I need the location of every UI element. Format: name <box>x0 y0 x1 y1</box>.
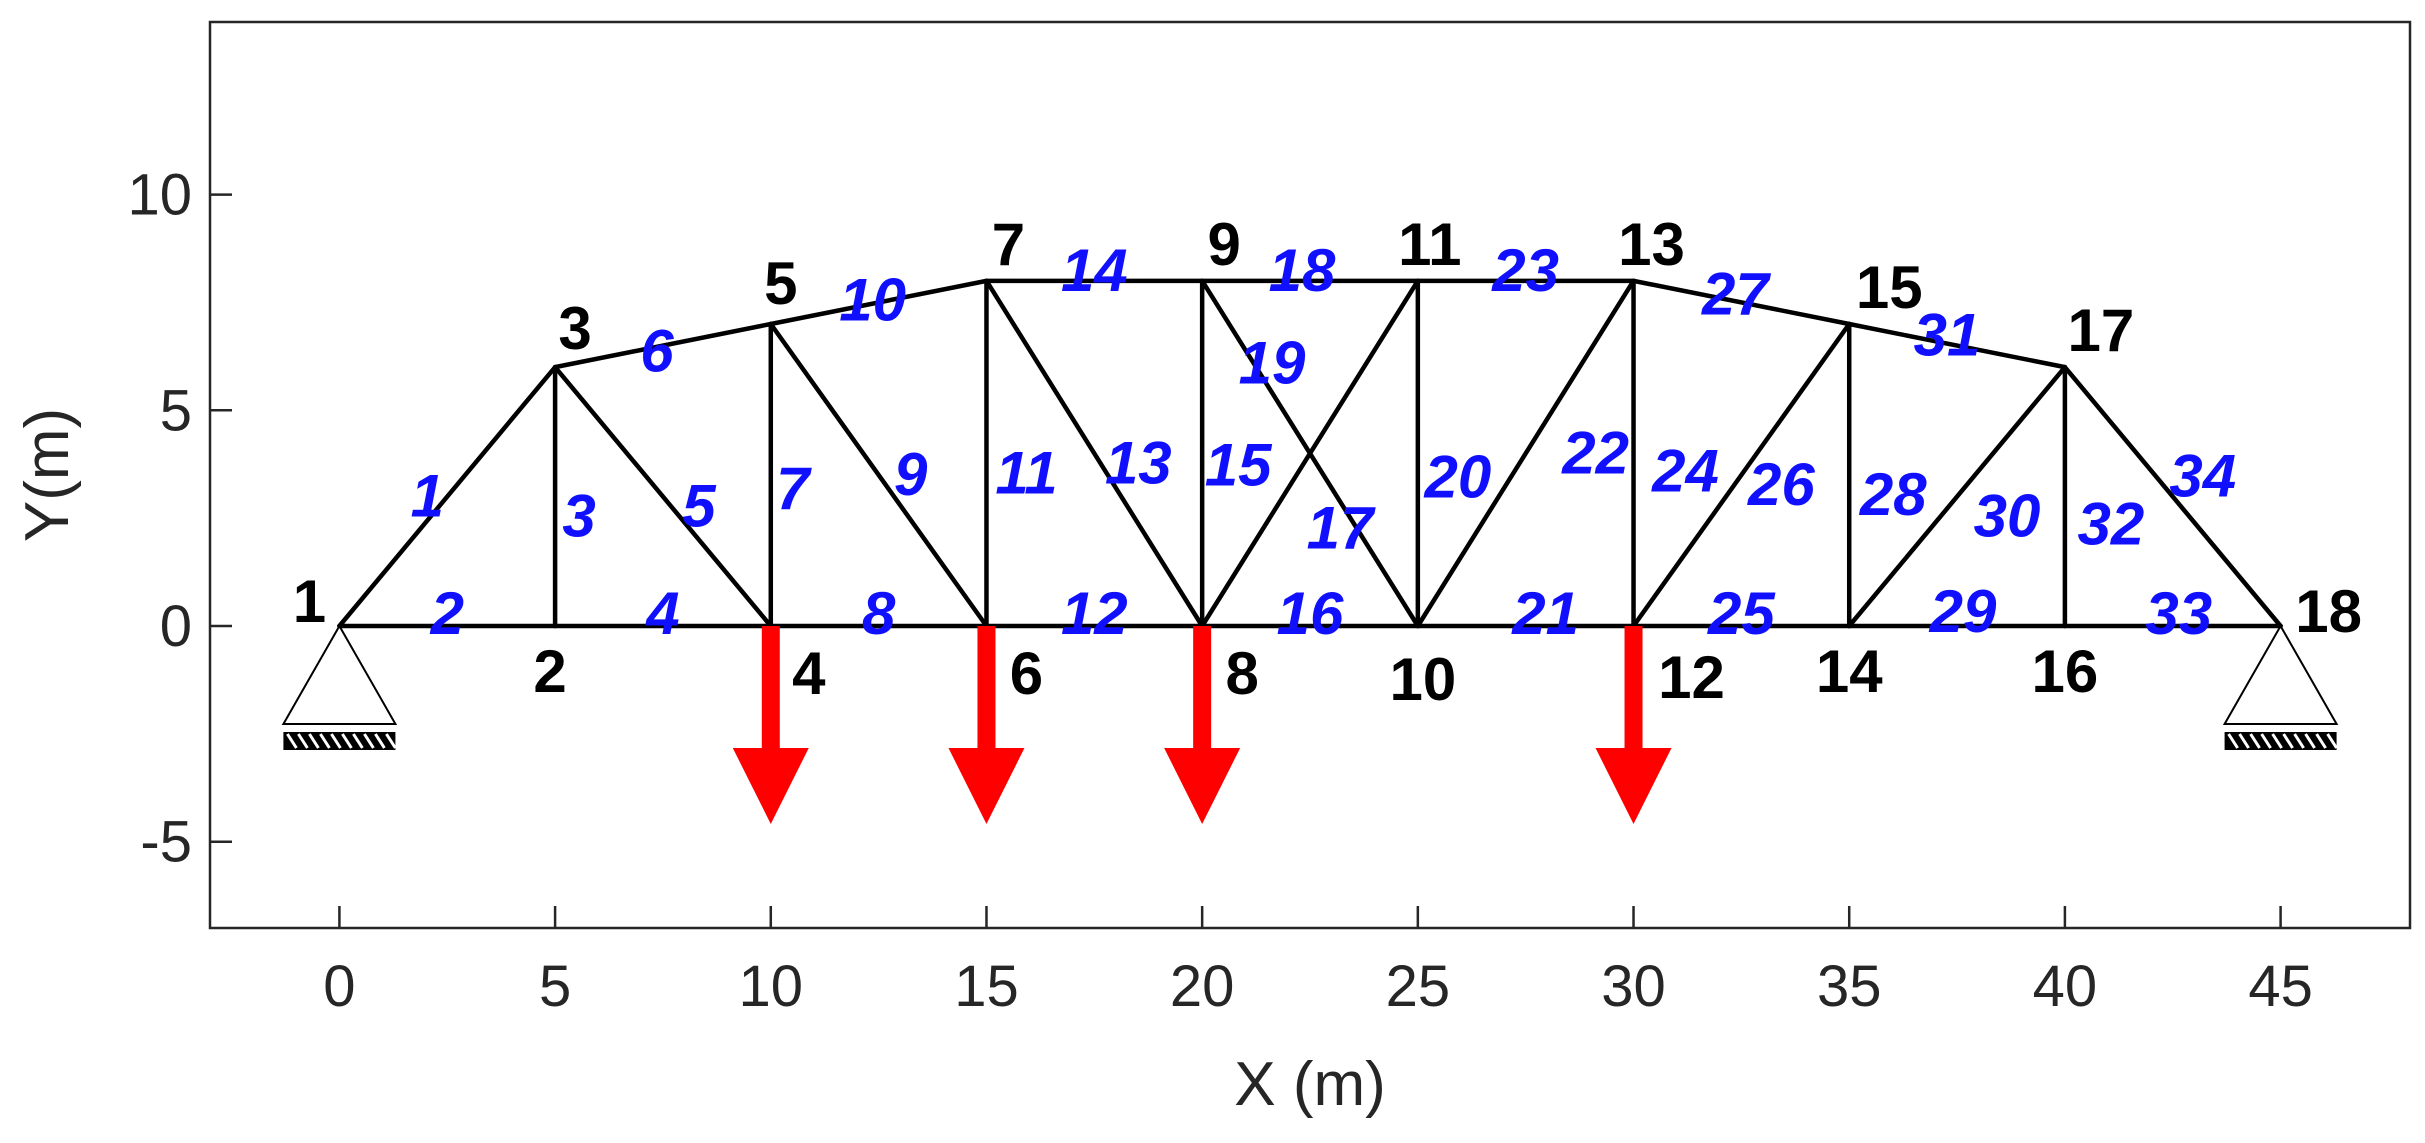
x-tick-label: 10 <box>739 954 804 1019</box>
member-label: 30 <box>1974 483 2041 550</box>
load-arrow <box>1164 626 1241 824</box>
y-axis-title: Y(m) <box>13 408 82 542</box>
truss-member <box>552 321 774 370</box>
x-tick-label: 15 <box>954 954 1019 1019</box>
member-label: 5 <box>682 473 717 540</box>
members-layer <box>337 278 2283 629</box>
member-label: 29 <box>1929 578 1997 645</box>
node-label: 14 <box>1816 638 1883 705</box>
member-label: 13 <box>1105 429 1172 496</box>
member-label: 22 <box>1561 419 1629 486</box>
pin-support <box>281 623 398 750</box>
node-label: 8 <box>1225 640 1258 707</box>
node-label: 3 <box>558 295 591 362</box>
truss-member <box>768 321 989 629</box>
member-label: 15 <box>1205 431 1273 498</box>
node-label: 18 <box>2295 578 2362 645</box>
member-label: 11 <box>995 439 1057 506</box>
x-tick-label: 45 <box>2248 954 2313 1019</box>
truss-member <box>337 364 558 629</box>
x-tick-label: 20 <box>1170 954 1235 1019</box>
supports-layer <box>281 623 2339 750</box>
x-tick-label: 30 <box>1601 954 1666 1019</box>
member-label: 16 <box>1277 580 1344 647</box>
truss-member <box>1199 278 1421 629</box>
x-tick-label: 35 <box>1817 954 1882 1019</box>
member-label: 14 <box>1061 237 1128 304</box>
x-tick-label: 25 <box>1386 954 1451 1019</box>
x-axis-title: X (m) <box>1234 1050 1386 1119</box>
node-label: 4 <box>792 640 826 707</box>
y-tick-label: 10 <box>127 163 192 228</box>
member-label: 25 <box>1707 580 1776 647</box>
node-label: 1 <box>293 568 326 635</box>
node-label: 2 <box>533 638 566 705</box>
x-tick-label: 0 <box>323 954 355 1019</box>
member-label: 10 <box>839 266 906 333</box>
node-label: 17 <box>2068 297 2135 364</box>
member-label: 26 <box>1747 451 1815 518</box>
member-label: 9 <box>894 441 928 508</box>
truss-member <box>984 278 1205 629</box>
pin-support <box>2222 623 2339 750</box>
member-label: 33 <box>2145 580 2212 647</box>
node-label: 5 <box>764 250 797 317</box>
member-label: 12 <box>1061 580 1128 647</box>
member-label: 17 <box>1307 494 1376 561</box>
member-label: 24 <box>1651 437 1719 504</box>
truss-member <box>552 364 774 629</box>
node-label: 15 <box>1856 254 1923 321</box>
member-label: 7 <box>776 455 812 522</box>
member-label: 3 <box>562 483 595 550</box>
node-label: 6 <box>1010 640 1043 707</box>
member-label: 34 <box>2169 443 2236 510</box>
loads-layer <box>732 626 1672 824</box>
x-tick-label: 40 <box>2033 954 2098 1019</box>
member-labels-layer: 1234567891011121314151617181920212223242… <box>411 237 2237 647</box>
load-arrow <box>732 626 809 824</box>
load-arrow <box>948 626 1025 824</box>
member-label: 28 <box>1859 461 1927 528</box>
member-label: 23 <box>1491 237 1559 304</box>
y-tick-label: 5 <box>160 378 192 443</box>
x-tick-label: 5 <box>539 954 571 1019</box>
member-label: 2 <box>430 580 464 647</box>
member-label: 20 <box>1423 443 1491 510</box>
node-label: 16 <box>2032 638 2099 705</box>
member-label: 18 <box>1269 237 1336 304</box>
node-label: 11 <box>1398 211 1461 278</box>
member-label: 27 <box>1701 260 1771 327</box>
node-label: 10 <box>1389 646 1456 713</box>
y-tick-label: 0 <box>160 594 192 659</box>
axes-box <box>208 20 2412 930</box>
member-label: 1 <box>411 463 444 530</box>
member-label: 6 <box>640 318 674 385</box>
load-arrow <box>1595 626 1672 824</box>
truss-member <box>2062 364 2283 629</box>
node-label: 12 <box>1658 644 1725 711</box>
truss-member <box>1846 364 2068 629</box>
member-label: 31 <box>1914 302 1981 369</box>
member-label: 4 <box>645 580 679 647</box>
member-label: 8 <box>862 580 896 647</box>
member-label: 19 <box>1239 329 1306 396</box>
truss-member <box>1415 278 1636 629</box>
member-label: 21 <box>1511 580 1579 647</box>
node-label: 7 <box>992 211 1025 278</box>
y-tick-label: -5 <box>140 810 192 875</box>
truss-member <box>768 278 989 327</box>
truss-member <box>1846 321 2068 370</box>
truss-member <box>1631 321 1852 629</box>
node-label: 9 <box>1207 211 1240 278</box>
node-label: 13 <box>1618 211 1685 278</box>
truss-member <box>1631 278 1852 327</box>
member-label: 32 <box>2078 491 2145 558</box>
